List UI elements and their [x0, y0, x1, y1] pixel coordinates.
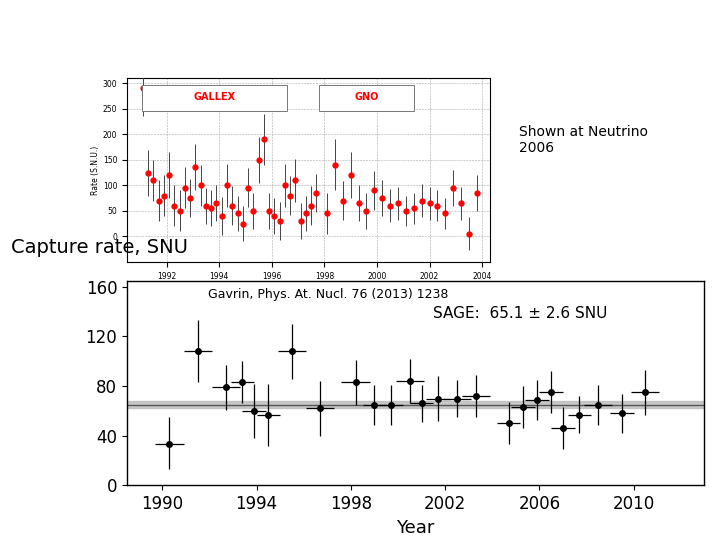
- Text: Georg Raffelt, MPI Physics, Munich: Georg Raffelt, MPI Physics, Munich: [7, 525, 176, 535]
- Text: GNO: GNO: [354, 92, 379, 102]
- Text: Year: Year: [432, 299, 448, 308]
- FancyBboxPatch shape: [319, 85, 414, 111]
- Text: Shown at Neutrino
2006: Shown at Neutrino 2006: [519, 125, 648, 154]
- Y-axis label: Rate (S.N.U.): Rate (S.N.U.): [91, 145, 100, 195]
- Text: Capture rate, SNU: Capture rate, SNU: [11, 238, 188, 257]
- Text: $\mathbf{69.3 \pm 4.1 \pm 3.6\ SNU}$: $\mathbf{69.3 \pm 4.1 \pm 3.6\ SNU}$: [253, 299, 364, 311]
- Text: GALLEX: GALLEX: [193, 92, 235, 102]
- Text: Gallium Results: Gallium Results: [241, 11, 485, 39]
- Bar: [127, 401, 704, 408]
- X-axis label: Year: Year: [396, 519, 435, 537]
- Text: Gavrin, Phys. At. Nucl. 76 (2013) 1238: Gavrin, Phys. At. Nucl. 76 (2013) 1238: [208, 288, 448, 301]
- Text: Neutrinos in Astrophysics and Cosmology, NBI, 23–27 June 2014: Neutrinos in Astrophysics and Cosmology,…: [404, 525, 719, 535]
- Text: SAGE:  65.1 ± 2.6 SNU: SAGE: 65.1 ± 2.6 SNU: [433, 306, 608, 321]
- FancyBboxPatch shape: [142, 85, 287, 111]
